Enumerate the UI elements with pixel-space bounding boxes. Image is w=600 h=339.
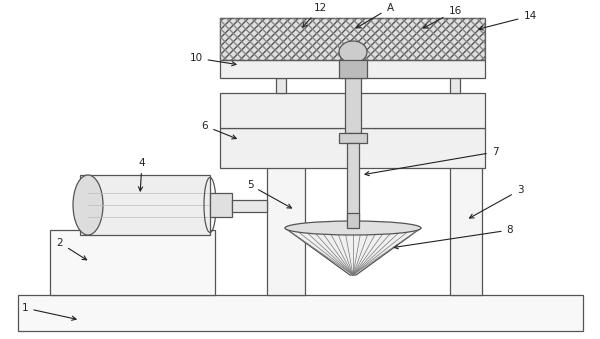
Text: 7: 7 (365, 147, 499, 176)
Bar (276, 78, 286, 93)
Text: 2: 2 (56, 238, 86, 260)
Text: 3: 3 (470, 185, 523, 218)
Text: 1: 1 (22, 303, 76, 320)
Bar (220, 93, 485, 128)
Text: 6: 6 (202, 121, 236, 139)
Bar (18, 295, 583, 331)
Text: 4: 4 (139, 158, 145, 191)
Bar (210, 193, 232, 217)
Text: 10: 10 (190, 53, 236, 66)
Text: 5: 5 (247, 180, 292, 208)
Polygon shape (285, 228, 421, 275)
Text: 14: 14 (479, 11, 536, 30)
Text: A: A (356, 3, 394, 28)
Bar (347, 143, 359, 228)
Bar (220, 128, 485, 168)
Bar (450, 78, 460, 93)
Bar (220, 18, 485, 60)
Bar (267, 128, 305, 295)
Bar (50, 230, 215, 295)
Ellipse shape (73, 175, 103, 235)
Ellipse shape (339, 41, 367, 63)
Text: 16: 16 (424, 6, 461, 28)
Ellipse shape (285, 221, 421, 235)
Bar (347, 213, 359, 228)
Bar (345, 78, 361, 133)
Text: 8: 8 (394, 225, 514, 249)
Bar (220, 60, 485, 78)
Bar (80, 175, 210, 235)
Text: 12: 12 (303, 3, 326, 27)
Bar (339, 133, 367, 143)
Bar (220, 18, 485, 60)
Bar (232, 200, 267, 212)
Bar (450, 148, 482, 295)
Bar (339, 60, 367, 78)
